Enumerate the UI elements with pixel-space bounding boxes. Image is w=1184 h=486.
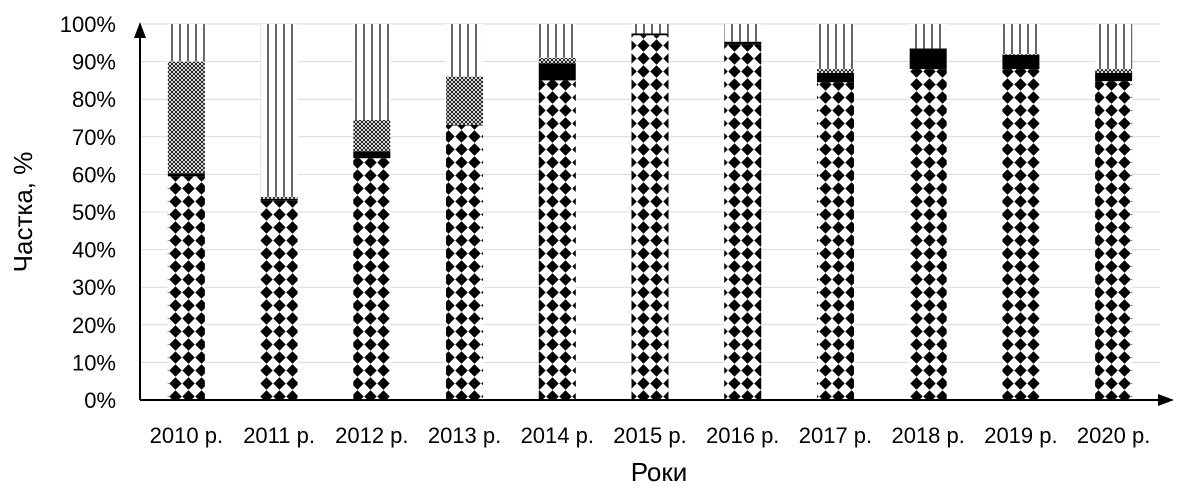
x-tick-label: 2011 р. xyxy=(243,423,315,448)
bar-segment-solid xyxy=(816,72,854,83)
bar-segment-vertical-lines xyxy=(816,24,854,70)
x-tick-label: 2016 р. xyxy=(706,423,779,448)
bar-segment-solid xyxy=(353,151,391,159)
x-tick-label: 2010 р. xyxy=(150,423,223,448)
bar-segment-dots xyxy=(816,82,854,400)
bar-segment-solid xyxy=(538,63,576,81)
y-tick-label: 20% xyxy=(72,313,116,338)
bar-segment-crosshatch xyxy=(353,119,391,152)
y-tick-label: 10% xyxy=(72,350,116,375)
x-tick-label: 2020 р. xyxy=(1077,423,1150,448)
bar-segment-crosshatch xyxy=(816,69,854,73)
x-tick-label: 2012 р. xyxy=(335,423,408,448)
bar-segment-vertical-lines xyxy=(260,24,298,197)
x-tick-label: 2013 р. xyxy=(428,423,501,448)
y-tick-label: 80% xyxy=(72,87,116,112)
bar-segment-crosshatch xyxy=(446,76,484,125)
y-tick-label: 30% xyxy=(72,275,116,300)
bar-segment-vertical-lines xyxy=(538,24,576,58)
bar-segment-solid xyxy=(260,198,298,201)
y-tick-label: 90% xyxy=(72,50,116,75)
bar-segment-vertical-lines xyxy=(1095,24,1133,70)
bar-segment-crosshatch xyxy=(1002,54,1040,55)
bar-segment-dots xyxy=(1002,69,1040,401)
y-tick-labels: 0% 10% 20% 30% 40% 50% 60% 70% 80% 90% 100% xyxy=(60,12,116,413)
bar-segment-dots xyxy=(446,125,484,401)
bar-segment-crosshatch xyxy=(167,61,205,174)
x-tick-label: 2019 р. xyxy=(984,423,1057,448)
bar-stack xyxy=(167,24,205,400)
bar-segment-dots xyxy=(631,35,669,400)
bar-segment-crosshatch xyxy=(538,57,576,64)
bar-stack xyxy=(816,24,854,400)
bar-segment-dots xyxy=(909,69,947,401)
bar-segment-solid xyxy=(1002,54,1040,70)
bar-stack xyxy=(1002,24,1040,401)
bar-stack xyxy=(1095,24,1133,400)
bar-segment-vertical-lines xyxy=(167,24,205,62)
bar-segment-vertical-lines xyxy=(1002,24,1040,55)
y-tick-label: 70% xyxy=(72,125,116,150)
y-tick-label: 40% xyxy=(72,238,116,263)
bar-segment-dots xyxy=(724,44,762,401)
x-axis-arrow xyxy=(1158,394,1174,406)
x-axis-title: Роки xyxy=(631,457,688,486)
y-tick-label: 60% xyxy=(72,162,116,187)
bar-segment-solid xyxy=(446,124,484,126)
bar-segment-solid xyxy=(167,173,205,177)
bar-stack xyxy=(724,24,762,401)
bar-segment-solid xyxy=(724,41,762,45)
bar-stacks xyxy=(167,24,1133,401)
bar-segment-dots xyxy=(260,200,298,400)
bar-stack xyxy=(446,24,484,401)
x-tick-label: 2015 р. xyxy=(613,423,686,448)
axes xyxy=(134,22,1174,406)
bar-stack xyxy=(260,24,298,400)
bar-segment-crosshatch xyxy=(1095,69,1133,73)
bar-segment-vertical-lines xyxy=(631,24,669,34)
bar-segment-vertical-lines xyxy=(724,24,762,42)
bar-segment-dots xyxy=(1095,81,1133,400)
y-tick-label: 0% xyxy=(84,388,116,413)
x-tick-label: 2018 р. xyxy=(891,423,964,448)
bar-segment-vertical-lines xyxy=(909,24,947,49)
bar-segment-crosshatch xyxy=(260,196,298,199)
y-tick-label: 50% xyxy=(72,200,116,225)
bar-segment-dots xyxy=(167,176,205,400)
x-tick-labels: 2010 р. 2011 р. 2012 р. 2013 р. 2014 р. 2015 … xyxy=(150,423,1151,448)
bar-segment-vertical-lines xyxy=(446,24,484,77)
y-axis-title: Частка, % xyxy=(8,152,38,273)
bar-stack xyxy=(353,24,391,400)
bar-segment-vertical-lines xyxy=(353,24,391,120)
bar-stack xyxy=(909,24,947,401)
x-tick-label: 2014 р. xyxy=(521,423,594,448)
y-tick-label: 100% xyxy=(60,12,116,37)
x-tick-label: 2017 р. xyxy=(799,423,872,448)
bar-segment-solid xyxy=(1095,72,1133,82)
bar-segment-solid xyxy=(909,48,947,70)
y-axis-arrow xyxy=(134,22,146,38)
bar-segment-dots xyxy=(538,80,576,401)
bar-stack xyxy=(631,24,669,400)
bar-segment-solid xyxy=(631,33,669,36)
bar-segment-dots xyxy=(353,158,391,400)
bar-stack xyxy=(538,24,576,401)
